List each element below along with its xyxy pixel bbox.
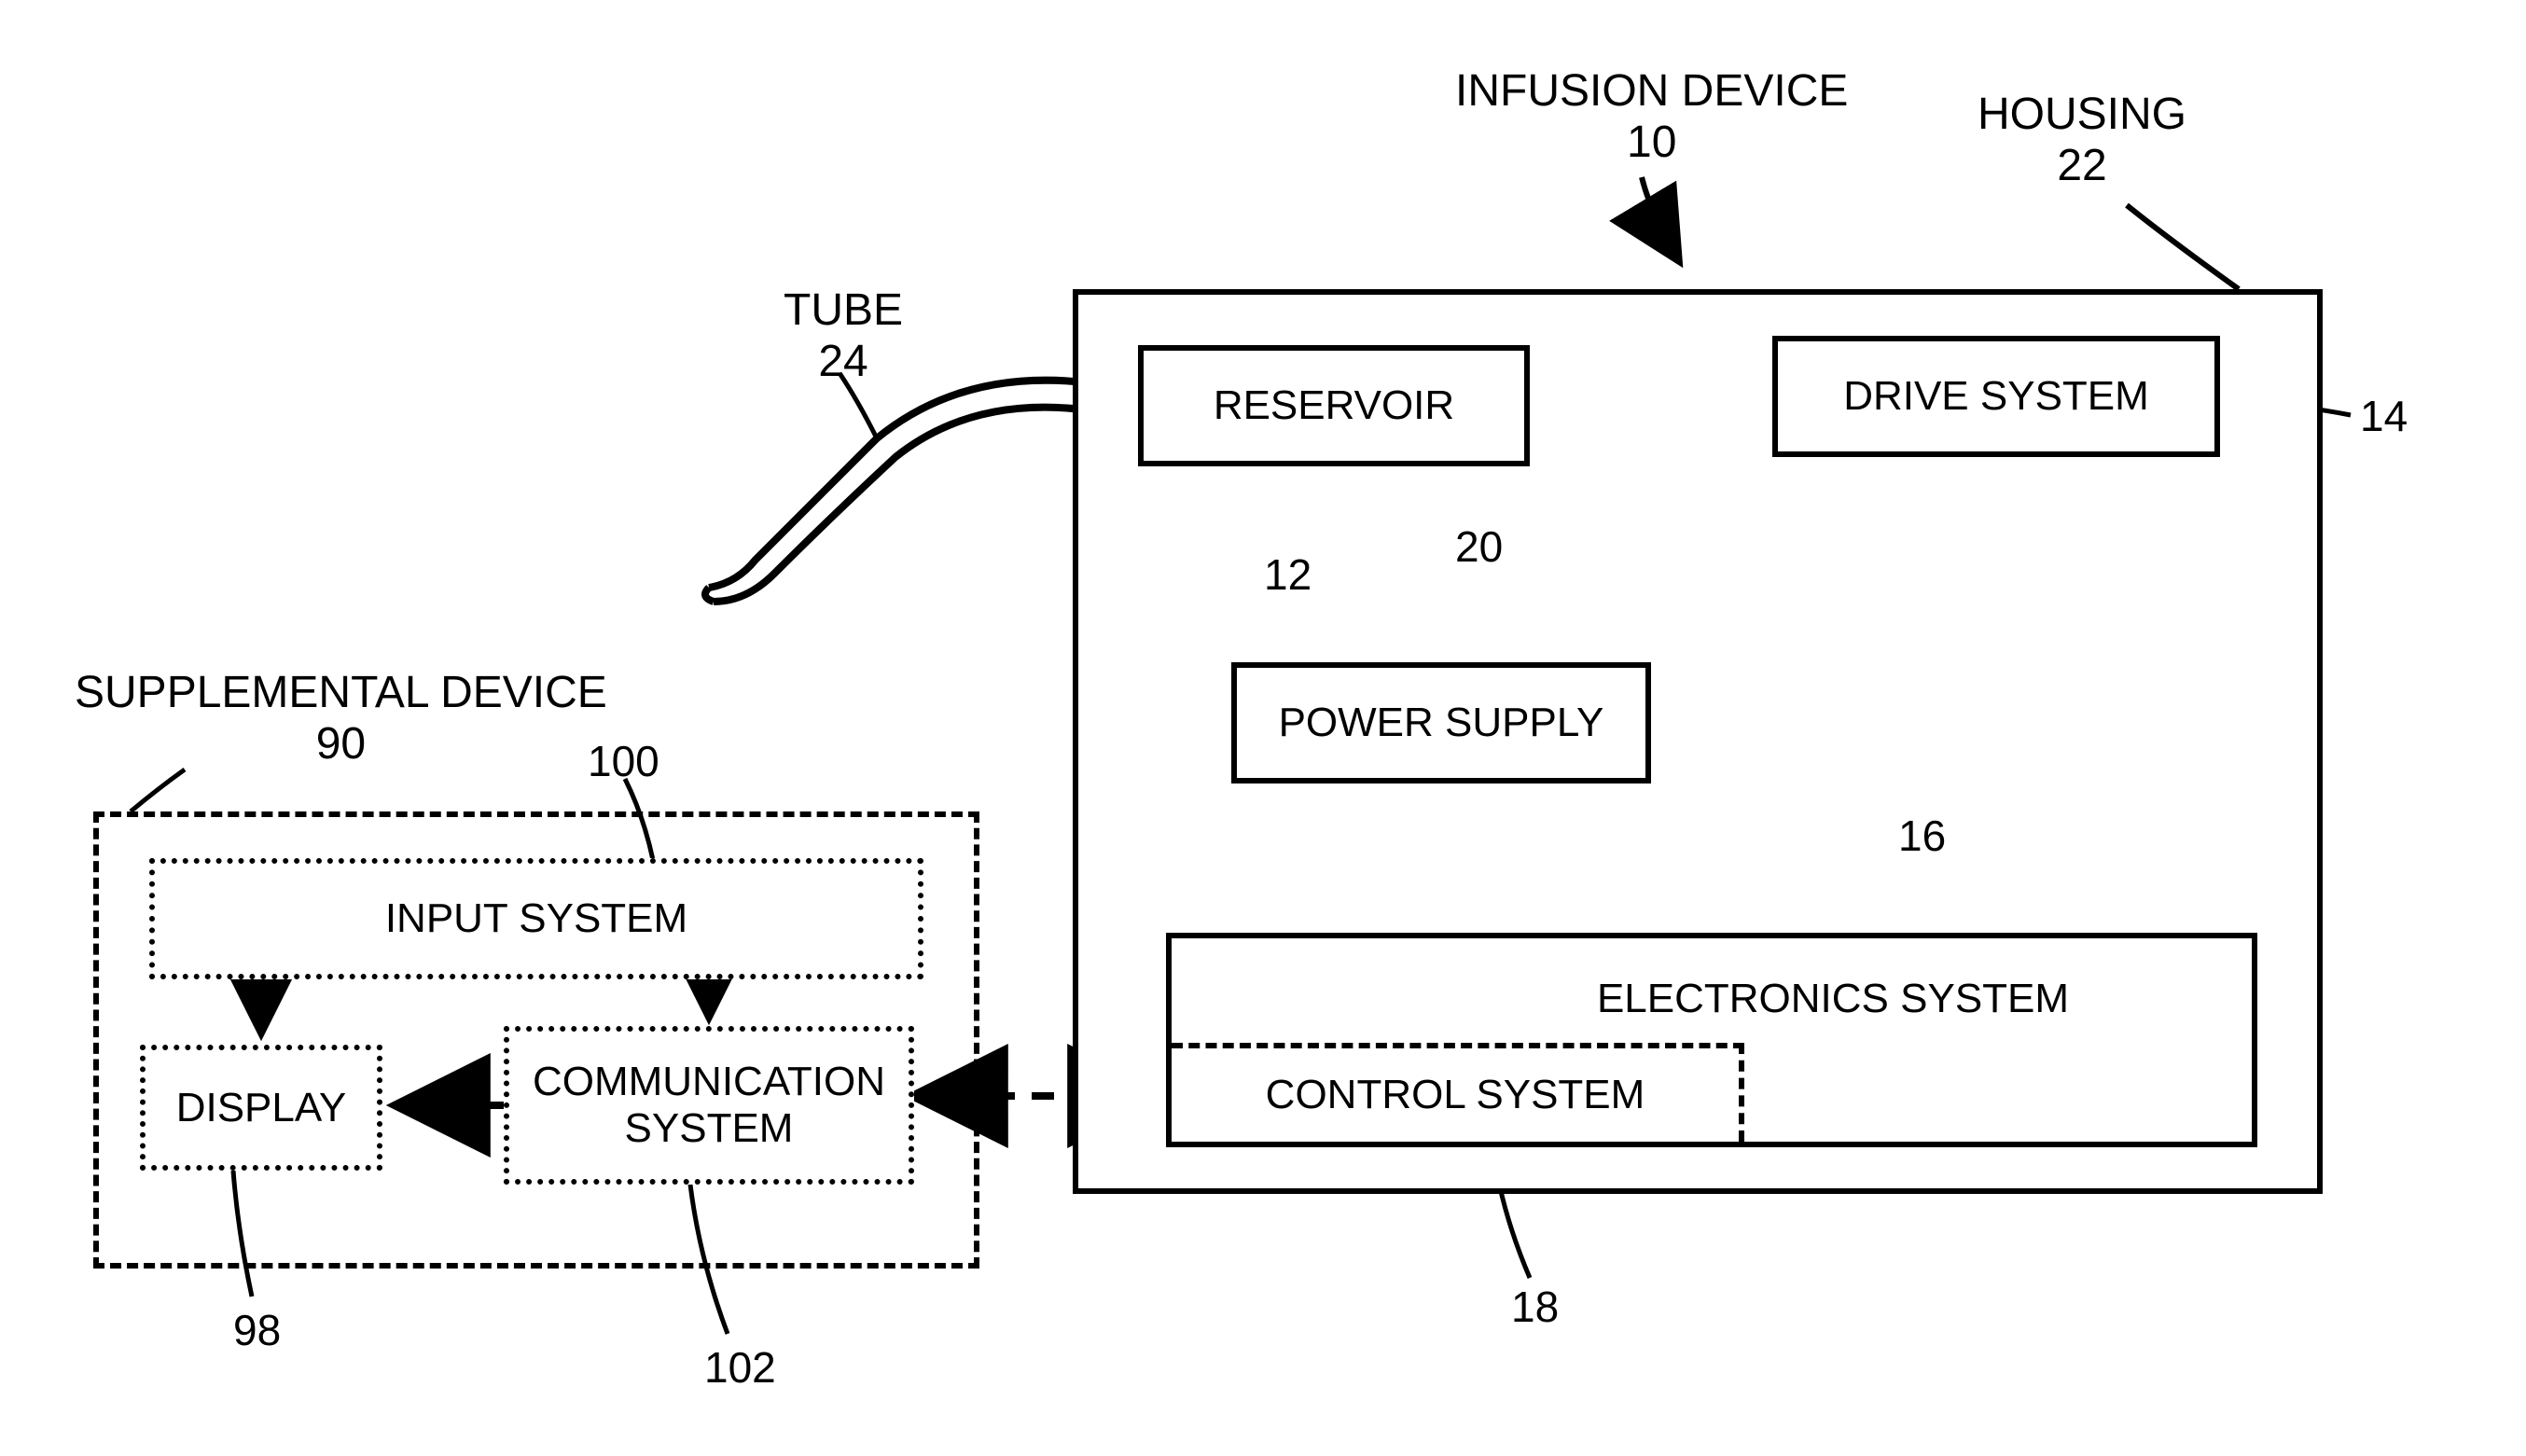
- housing-num: 22: [1978, 140, 2186, 191]
- drive-system-label: DRIVE SYSTEM: [1843, 373, 2149, 420]
- communication-system-box: COMMUNICATION SYSTEM: [504, 1026, 914, 1185]
- infusion-device-title-text: INFUSION DEVICE: [1455, 65, 1848, 117]
- tube-label-text: TUBE: [784, 284, 903, 336]
- supplemental-device-title-text: SUPPLEMENTAL DEVICE: [75, 667, 607, 718]
- power-supply-box: POWER SUPPLY: [1231, 662, 1651, 783]
- display-num: 98: [233, 1306, 281, 1355]
- power-supply-label: POWER SUPPLY: [1279, 700, 1604, 746]
- tube-label: TUBE 24: [784, 284, 903, 387]
- tube-num: 24: [784, 336, 903, 387]
- reservoir-box: RESERVOIR: [1138, 345, 1530, 466]
- supplemental-device-title: SUPPLEMENTAL DEVICE 90: [75, 667, 607, 770]
- drive-system-num: 14: [2360, 392, 2408, 441]
- communication-system-label-2: SYSTEM: [625, 1105, 794, 1152]
- housing-label-text: HOUSING: [1978, 89, 2186, 140]
- display-label: DISPLAY: [176, 1085, 347, 1131]
- reservoir-num: 12: [1264, 550, 1312, 600]
- outer-num: 100: [588, 737, 659, 786]
- input-system-label: INPUT SYSTEM: [385, 895, 687, 942]
- display-box: DISPLAY: [140, 1045, 382, 1171]
- reservoir-label: RESERVOIR: [1214, 382, 1454, 429]
- control-system-box: CONTROL SYSTEM: [1172, 1043, 1744, 1142]
- power-supply-num: 20: [1455, 522, 1503, 572]
- drive-system-box: DRIVE SYSTEM: [1772, 336, 2220, 457]
- housing-label: HOUSING 22: [1978, 89, 2186, 191]
- block-diagram: RESERVOIR DRIVE SYSTEM POWER SUPPLY ELEC…: [0, 0, 2526, 1456]
- infusion-device-title: INFUSION DEVICE 10: [1455, 65, 1848, 168]
- infusion-device-num: 10: [1455, 117, 1848, 168]
- electronics-system-label: ELECTRONICS SYSTEM: [1597, 976, 2069, 1022]
- communication-system-label-1: COMMUNICATION: [533, 1059, 885, 1105]
- input-system-box: INPUT SYSTEM: [149, 858, 923, 979]
- supplemental-device-num: 90: [75, 718, 607, 770]
- control-system-num: 18: [1511, 1283, 1559, 1332]
- electronics-system-num: 16: [1898, 811, 1946, 861]
- control-system-label: CONTROL SYSTEM: [1266, 1072, 1645, 1118]
- communication-system-num: 102: [704, 1343, 776, 1393]
